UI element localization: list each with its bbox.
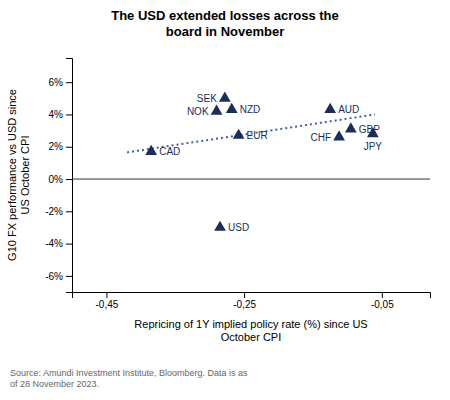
point — [145, 145, 157, 155]
zero-line — [72, 179, 430, 180]
y-tick: -4% — [45, 238, 72, 249]
text-line: Repricing of 1Y implied policy rate (%) … — [134, 318, 367, 330]
y-tick-mark — [66, 244, 72, 245]
point — [214, 221, 226, 231]
point — [233, 129, 245, 139]
y-tick-label: 2% — [49, 141, 64, 152]
x-axis: -0,45 -0,25 -0,05 — [73, 292, 431, 310]
y-axis-label: G10 FX performance vs USD sinceUS Octobe… — [6, 89, 31, 261]
y-tick: -6% — [45, 271, 72, 282]
y-axis: -6% -4% -2% 0% 2% 4% 6% — [45, 59, 72, 293]
x-tick-mark — [244, 292, 245, 298]
x-tick-mark — [382, 292, 383, 298]
y-tick: 0% — [49, 174, 72, 185]
x-tick: -0,45 — [96, 292, 119, 310]
point-label: USD — [228, 222, 249, 233]
data-labels: CAD NOK SEK NZD EUR USD AUD CHF GBP JPY — [159, 93, 382, 233]
point-label: JPY — [364, 141, 383, 152]
x-tick: -0,05 — [371, 292, 394, 310]
point — [226, 103, 238, 113]
x-tick-mark — [106, 292, 107, 298]
point-label: SEK — [197, 93, 217, 104]
x-axis-line — [73, 293, 431, 299]
y-tick-mark — [66, 114, 72, 115]
title: The USD extended losses across theboard … — [111, 8, 339, 39]
y-tick-mark — [66, 179, 72, 180]
y-tick-mark — [66, 276, 72, 277]
text-line: G10 FX performance vs USD since — [6, 89, 18, 261]
y-tick-mark — [66, 147, 72, 148]
x-tick-label: -0,45 — [96, 299, 119, 310]
chart-svg: -0,45 -0,25 -0,05 -6% -4% -2% 0% 2% 4% 6% CAD NOK SE… — [0, 0, 450, 400]
y-tick: 4% — [49, 109, 72, 120]
point-label: CHF — [311, 132, 332, 143]
y-tick: -2% — [45, 206, 72, 217]
x-tick: -0,25 — [233, 292, 256, 310]
chart-container: -0,45 -0,25 -0,05 -6% -4% -2% 0% 2% 4% 6% CAD NOK SE… — [0, 0, 450, 400]
y-axis-line — [66, 59, 73, 293]
point-label: EUR — [247, 130, 268, 141]
text-line: of 28 November 2023. — [10, 379, 99, 389]
text-line: The USD extended losses across the — [111, 8, 339, 23]
marks — [72, 92, 430, 231]
x-tick-label: -0,25 — [233, 299, 256, 310]
point-label: NZD — [240, 104, 261, 115]
y-tick: 6% — [49, 77, 72, 88]
plot-area: -0,45 -0,25 -0,05 -6% -4% -2% 0% 2% 4% 6% CAD NOK SE… — [45, 59, 430, 311]
y-tick-label: -2% — [45, 206, 63, 217]
y-tick-mark — [66, 82, 72, 83]
point-label: CAD — [159, 146, 180, 157]
y-tick-label: 4% — [49, 109, 64, 120]
y-tick: 2% — [49, 141, 72, 152]
text-line: board in November — [166, 24, 284, 39]
y-tick-label: 6% — [49, 77, 64, 88]
point — [333, 130, 345, 140]
y-tick-label: -6% — [45, 271, 63, 282]
point — [211, 104, 223, 114]
point — [324, 103, 336, 113]
x-tick-label: -0,05 — [371, 299, 394, 310]
point-label: AUD — [338, 104, 359, 115]
source: Source: Amundi Investment Institute, Blo… — [10, 368, 248, 389]
text-line: October CPI — [221, 331, 282, 343]
y-tick-label: -4% — [45, 238, 63, 249]
point — [219, 92, 231, 102]
point — [345, 122, 357, 132]
text-line: US October CPI — [19, 136, 31, 215]
point-label: GBP — [359, 124, 380, 135]
y-tick-mark — [66, 211, 72, 212]
y-tick-label: 0% — [49, 174, 64, 185]
text-line: Source: Amundi Investment Institute, Blo… — [10, 368, 248, 378]
point-label: NOK — [187, 106, 209, 117]
x-axis-label: Repricing of 1Y implied policy rate (%) … — [134, 318, 367, 343]
